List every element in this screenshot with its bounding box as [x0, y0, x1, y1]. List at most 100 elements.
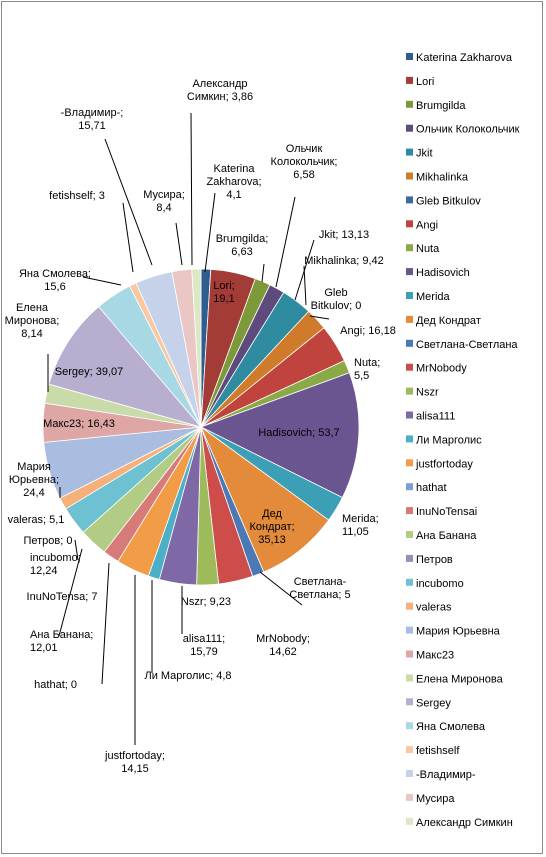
legend-swatch	[406, 507, 413, 515]
data-label-яна-смолева: Яна Смолева; 15,6	[19, 268, 91, 293]
legend-swatch	[406, 292, 413, 299]
leader-line-fetishself	[122, 202, 134, 273]
legend-item-justfortoday: justfortoday	[406, 458, 473, 470]
data-label-mrnobody: MrNobody; 14,62	[256, 633, 310, 658]
legend-label: Brumgilda	[416, 100, 466, 112]
legend-swatch	[406, 339, 413, 347]
legend-swatch	[406, 387, 413, 395]
legend-label: Nuta	[416, 243, 440, 255]
leader-line-светлана-светлана	[259, 571, 303, 606]
legend-item-brumgilda: Brumgilda	[406, 100, 466, 112]
legend-label: Елена Миронова	[416, 673, 504, 685]
data-labels: Katerina Zakharova; 4,1 Lori; 19,1 Brumgilda;…	[5, 78, 396, 775]
legend-label: Hadisovich	[416, 267, 470, 279]
legend-item-ли-марголис: Ли Марголис	[406, 434, 482, 446]
data-label-fetishself: fetishself; 3	[49, 190, 105, 202]
legend-label: Мусира	[416, 793, 455, 805]
legend-item-fetishself: fetishself	[406, 745, 460, 757]
legend-item-gleb-bitkulov: Gleb Bitkulov	[406, 195, 481, 207]
data-label-inunotensai: InuNoTensa; 7	[27, 591, 98, 603]
data-label--владимир-: -Владимир-; 15,71	[61, 107, 124, 132]
legend-label: hathat	[416, 482, 447, 494]
legend-label: Angi	[416, 219, 438, 231]
legend-item-hathat: hathat	[406, 482, 447, 494]
legend-item-katerina-zakharova: Katerina Zakharova	[406, 52, 513, 64]
legend-item-hadisovich: Hadisovich	[406, 267, 470, 279]
legend-label: Мария Юрьевна	[416, 626, 501, 638]
legend-swatch	[406, 602, 413, 610]
data-label-valeras: valeras; 5,1	[8, 514, 65, 526]
legend-swatch	[406, 172, 413, 180]
data-label-jkit: Jkit; 13,13	[319, 229, 369, 241]
legend-swatch	[406, 268, 413, 276]
data-label-hadisovich: Hadisovich; 53,7	[258, 427, 339, 439]
data-label-дед-кондрат: Дед Кондрат; 35,13	[249, 508, 294, 546]
legend-label: fetishself	[416, 745, 460, 757]
legend-label: Mikhalinka	[416, 172, 469, 184]
legend-item-петров: Петров	[406, 554, 453, 566]
legend-item-lori: Lori	[406, 76, 434, 88]
legend-swatch	[406, 578, 413, 586]
legend-item-sergey: Sergey	[406, 697, 451, 709]
legend-item-mikhalinka: Mikhalinka	[406, 172, 469, 184]
legend-item-valeras: valeras	[406, 602, 452, 614]
leader-line--владимир-	[104, 138, 153, 266]
legend-label: Ли Марголис	[416, 434, 482, 446]
legend-item--владимир-: -Владимир-	[406, 769, 476, 781]
pie-slice-дед-кондрат	[200, 425, 330, 573]
data-label-brumgilda: Brumgilda; 6,63	[216, 233, 269, 258]
legend-swatch	[406, 722, 413, 730]
legend-item-мария-юрьевна: Мария Юрьевна	[406, 626, 501, 638]
legend-label: Merida	[416, 291, 451, 303]
data-label-петров: Петров; 0	[23, 535, 72, 547]
legend-swatch	[406, 315, 413, 323]
data-label-nszr: Nszr; 9,23	[181, 596, 231, 608]
legend-item-nuta: Nuta	[406, 243, 440, 255]
legend-item-incubomo: incubomo	[406, 578, 464, 590]
legend-item-jkit: Jkit	[406, 148, 433, 160]
legend-label: Яна Смолева	[416, 721, 486, 733]
legend-swatch	[406, 196, 413, 204]
data-label-alisa111: alisa111; 15,79	[183, 633, 225, 658]
legend-swatch	[406, 435, 413, 443]
leader-line-ана-банана	[58, 548, 83, 637]
legend-swatch	[406, 100, 413, 108]
legend-label: InuNoTensai	[416, 506, 477, 518]
data-label-мусира: Мусира; 8,4	[143, 189, 185, 214]
data-label-lori: Lori; 19,1	[213, 280, 234, 305]
leader-line-incubomo	[74, 539, 79, 561]
legend-label: Дед Кондрат	[416, 315, 481, 327]
legend-label: Jkit	[416, 148, 433, 160]
legend-label: Gleb Bitkulov	[416, 195, 481, 207]
legend-swatch	[406, 53, 413, 60]
data-label-hathat: hathat; 0	[34, 679, 77, 691]
data-label-александр-симкин: Александр Симкин; 3,86	[187, 78, 253, 103]
legend-item-яна-смолева: Яна Смолева	[406, 721, 486, 733]
legend-label: valeras	[416, 602, 452, 614]
legend-swatch	[406, 650, 413, 658]
leader-line-мусира	[175, 222, 183, 266]
legend-item-мусира: Мусира	[406, 793, 455, 805]
legend-item-merida: Merida	[406, 291, 451, 303]
legend-swatch	[406, 76, 413, 84]
data-label-ана-банана: Ана Банана; 12,01	[30, 629, 93, 654]
pie-slice-sergey	[48, 306, 203, 428]
data-label-ли-марголис: Ли Марголис; 4,8	[144, 670, 231, 682]
data-label-светлана-светлана: Светлана-Светлана; 5	[289, 576, 350, 601]
leader-lines	[47, 112, 330, 745]
legend-item-ольчик-колокольчик: Ольчик Колокольчик	[406, 124, 520, 136]
legend-swatch	[406, 674, 413, 682]
legend-swatch	[406, 124, 413, 132]
pie-slices	[42, 268, 360, 586]
leader-line-gleb-bitkulov	[309, 315, 330, 320]
legend-swatch	[406, 626, 413, 634]
legend-label: Светлана-Светлана	[416, 339, 518, 351]
legend-item-александр-симкин: Александр Симкин	[406, 817, 513, 829]
legend-item-nszr: Nszr	[406, 387, 439, 399]
data-label-merida: Merida; 11,05	[342, 513, 379, 538]
data-label-sergey: Sergey; 39,07	[55, 366, 124, 378]
legend-label: Lori	[416, 76, 434, 88]
data-label-mikhalinka: Mikhalinka; 9,42	[304, 255, 384, 267]
data-label-макс23: Макс23; 16,43	[43, 418, 115, 430]
